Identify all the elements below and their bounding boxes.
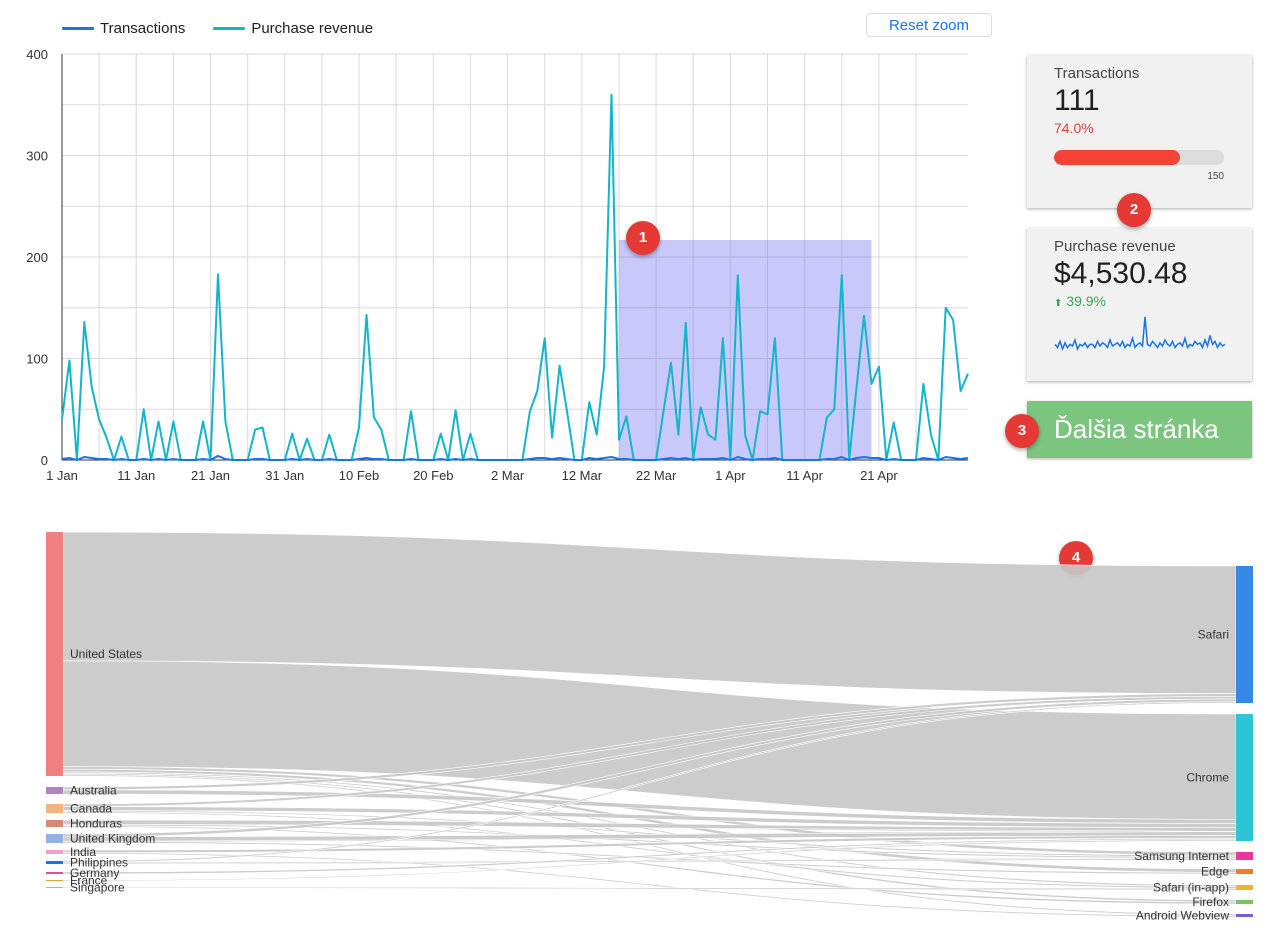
sankey-target-label-firefox: Firefox (1192, 895, 1229, 909)
sankey-target-label-chrome: Chrome (1186, 771, 1229, 785)
sankey-target-node-chrome (1236, 714, 1253, 841)
annotation-marker-1: 1 (626, 221, 660, 255)
sankey-diagram[interactable]: United States Australia CanadaHondurasUnit… (0, 520, 1287, 940)
sankey-target-node-firefox (1236, 900, 1253, 904)
sankey-target-node-edge (1236, 869, 1253, 874)
x-tick-label: 2 Mar (491, 468, 525, 483)
sankey-source-node-canada (46, 804, 63, 813)
sankey-source-node-germany (46, 872, 63, 874)
time-series-chart[interactable]: 0 100 200 300 400 1 Jan 11 Jan 21 Jan 31 Jan 10 F… (0, 0, 1000, 500)
sankey-links (63, 532, 1236, 917)
y-tick-label: 0 (41, 453, 48, 468)
sankey-source-label-honduras: Honduras (70, 817, 122, 831)
sankey-source-label-singapore: Singapore (70, 881, 125, 895)
x-tick-label: 1 Jan (46, 468, 78, 483)
sankey-source-node-france (46, 880, 63, 881)
sankey-source-label-australia: Australia (70, 784, 117, 798)
x-tick-label: 20 Feb (413, 468, 453, 483)
y-tick-label: 300 (26, 149, 48, 164)
sankey-source-label-canada: Canada (70, 802, 112, 816)
y-tick-label: 200 (26, 250, 48, 265)
sankey-link (63, 842, 1236, 875)
x-tick-label: 11 Jan (117, 468, 155, 483)
sankey-source-node-united-states (46, 532, 63, 776)
annotation-marker-2: 2 (1117, 193, 1151, 227)
scorecard-value: $4,530.48 (1054, 257, 1225, 291)
scorecard-value: 111 (1054, 84, 1225, 118)
sankey-target-label-samsung-internet: Samsung Internet (1134, 849, 1229, 863)
scorecard-delta-value: 39.9% (1066, 293, 1106, 309)
sparkline-chart (1054, 315, 1226, 355)
sankey-target-label-safari-in-app-: Safari (in-app) (1153, 881, 1229, 895)
x-tick-label: 21 Jan (191, 468, 230, 483)
arrow-up-icon: ⬆ (1054, 298, 1062, 309)
x-tick-label: 21 Apr (860, 468, 898, 483)
x-tick-label: 31 Jan (265, 468, 304, 483)
x-tick-label: 1 Apr (715, 468, 746, 483)
scorecard-label: Purchase revenue (1054, 238, 1225, 255)
x-tick-label: 12 Mar (562, 468, 603, 483)
progress-bar (1054, 150, 1224, 165)
scorecard-delta: 74.0% (1054, 120, 1225, 136)
sankey-link (63, 887, 1236, 890)
sankey-target-label-edge: Edge (1201, 865, 1229, 879)
sankey-source-node-australia (46, 787, 63, 794)
y-tick-label: 100 (26, 352, 48, 367)
sankey-target-label-android-webview: Android Webview (1136, 909, 1229, 923)
x-tick-label: 22 Mar (636, 468, 677, 483)
y-tick-label: 400 (26, 47, 48, 62)
sankey-target-node-safari (1236, 566, 1253, 703)
sankey-target-label-safari: Safari (1198, 628, 1229, 642)
sankey-source-node-honduras (46, 820, 63, 827)
sankey-target-node-safari-in-app- (1236, 885, 1253, 890)
sankey-source-node-singapore (46, 887, 63, 888)
sankey-target-node-android-webview (1236, 914, 1253, 917)
sparkline-line (1055, 317, 1225, 349)
transactions-scorecard[interactable]: Transactions 111 74.0% 150 (1027, 55, 1252, 208)
sankey-source-node-united-kingdom (46, 834, 63, 843)
revenue-scorecard[interactable]: Purchase revenue $4,530.48 ⬆ 39.9% (1027, 228, 1252, 381)
next-page-button[interactable]: Ďalšia stránka (1027, 401, 1252, 458)
scorecard-label: Transactions (1054, 65, 1225, 82)
progress-target: 150 (1054, 171, 1224, 182)
annotation-marker-3: 3 (1005, 414, 1039, 448)
sankey-source-node-india (46, 850, 63, 854)
x-tick-label: 10 Feb (339, 468, 379, 483)
scorecard-delta: ⬆ 39.9% (1054, 293, 1225, 309)
sankey-source-node-philippines (46, 861, 63, 864)
sankey-target-node-samsung-internet (1236, 852, 1253, 860)
sankey-source-label-united-states: United States (70, 647, 142, 661)
progress-bar-fill (1054, 150, 1180, 165)
x-tick-label: 11 Apr (786, 468, 823, 483)
sankey-source-label-united-kingdom: United Kingdom (70, 832, 155, 846)
